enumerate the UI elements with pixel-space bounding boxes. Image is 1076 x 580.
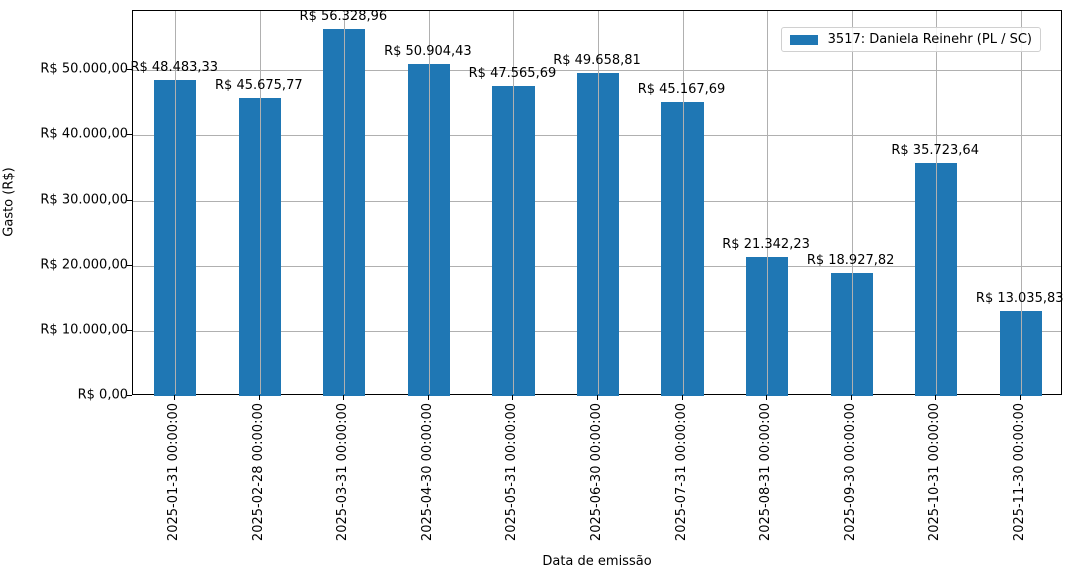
bar	[154, 80, 197, 396]
bar-value-label: R$ 48.483,33	[130, 60, 219, 76]
x-tick-mark	[1019, 395, 1021, 400]
x-tick-label: 2025-05-31 00:00:00	[504, 403, 520, 542]
legend-label: 3517: Daniela Reinehr (PL / SC)	[827, 32, 1032, 47]
legend-swatch	[789, 34, 818, 45]
bar-value-label: R$ 47.565,69	[468, 66, 557, 82]
y-tick-mark	[127, 69, 132, 71]
bar-value-label: R$ 56.328,96	[299, 9, 388, 25]
y-tick-label: R$ 10.000,00	[40, 322, 128, 338]
x-tick-mark	[258, 395, 260, 400]
plot-area: 3517: Daniela Reinehr (PL / SC)	[132, 10, 1062, 396]
gridline-vertical	[598, 11, 599, 394]
bar	[323, 29, 366, 396]
gridline-vertical	[936, 11, 938, 394]
x-tick-mark	[343, 395, 345, 400]
x-tick-mark	[512, 395, 514, 400]
x-tick-label: 2025-10-31 00:00:00	[927, 403, 943, 542]
bar-value-label: R$ 45.167,69	[637, 81, 726, 97]
bar-value-label: R$ 13.035,83	[975, 291, 1064, 307]
gridline-vertical	[513, 11, 515, 394]
bar	[407, 64, 451, 396]
y-tick-mark	[127, 264, 132, 266]
y-tick-label: R$ 20.000,00	[40, 257, 128, 273]
y-axis-label: Gasto (R$)	[1, 167, 17, 237]
x-tick-mark	[766, 395, 768, 400]
gridline-vertical	[767, 11, 769, 394]
x-tick-mark	[427, 395, 429, 400]
bar-value-label: R$ 35.723,64	[891, 143, 979, 159]
gridline-vertical	[259, 11, 261, 394]
x-tick-label: 2025-07-31 00:00:00	[673, 403, 689, 542]
y-tick-label: R$ 40.000,00	[40, 126, 128, 142]
x-tick-label: 2025-04-30 00:00:00	[419, 403, 435, 542]
y-tick-label: R$ 0,00	[77, 387, 128, 403]
x-tick-mark	[597, 395, 598, 400]
bar	[576, 72, 620, 396]
bar-value-label: R$ 18.927,82	[806, 252, 895, 268]
gridline-horizontal	[133, 70, 1061, 72]
bar-value-label: R$ 45.675,77	[215, 78, 303, 94]
bar	[999, 311, 1042, 396]
bar	[492, 86, 535, 396]
x-tick-label: 2025-08-31 00:00:00	[758, 403, 774, 542]
x-tick-mark	[850, 395, 852, 400]
x-tick-mark	[681, 395, 683, 400]
x-tick-label: 2025-11-30 00:00:00	[1011, 403, 1027, 542]
gridline-vertical	[1020, 11, 1022, 394]
x-tick-label: 2025-09-30 00:00:00	[842, 403, 858, 542]
bar	[915, 163, 958, 396]
gridline-vertical	[344, 11, 346, 394]
legend: 3517: Daniela Reinehr (PL / SC)	[780, 27, 1041, 52]
x-tick-label: 2025-02-28 00:00:00	[250, 403, 266, 542]
gridline-vertical	[682, 11, 684, 394]
x-tick-mark	[174, 395, 176, 400]
y-tick-label: R$ 50.000,00	[40, 61, 128, 77]
bar-value-label: R$ 49.658,81	[553, 52, 641, 68]
y-tick-mark	[127, 395, 132, 396]
x-tick-label: 2025-01-31 00:00:00	[166, 403, 182, 542]
bar	[238, 98, 281, 396]
gridline-vertical	[428, 11, 430, 394]
y-tick-mark	[127, 199, 132, 201]
x-tick-label: 2025-06-30 00:00:00	[589, 403, 604, 542]
gridline-vertical	[851, 11, 853, 394]
y-tick-mark	[127, 329, 132, 331]
bar-value-label: R$ 50.904,43	[384, 44, 472, 60]
y-tick-label: R$ 30.000,00	[40, 192, 128, 208]
bar-value-label: R$ 21.342,23	[722, 236, 810, 252]
y-tick-mark	[127, 134, 132, 136]
x-axis-label: Data de emissão	[542, 554, 652, 569]
x-tick-label: 2025-03-31 00:00:00	[335, 403, 351, 542]
gridline-vertical	[175, 11, 177, 394]
x-tick-mark	[935, 395, 937, 400]
